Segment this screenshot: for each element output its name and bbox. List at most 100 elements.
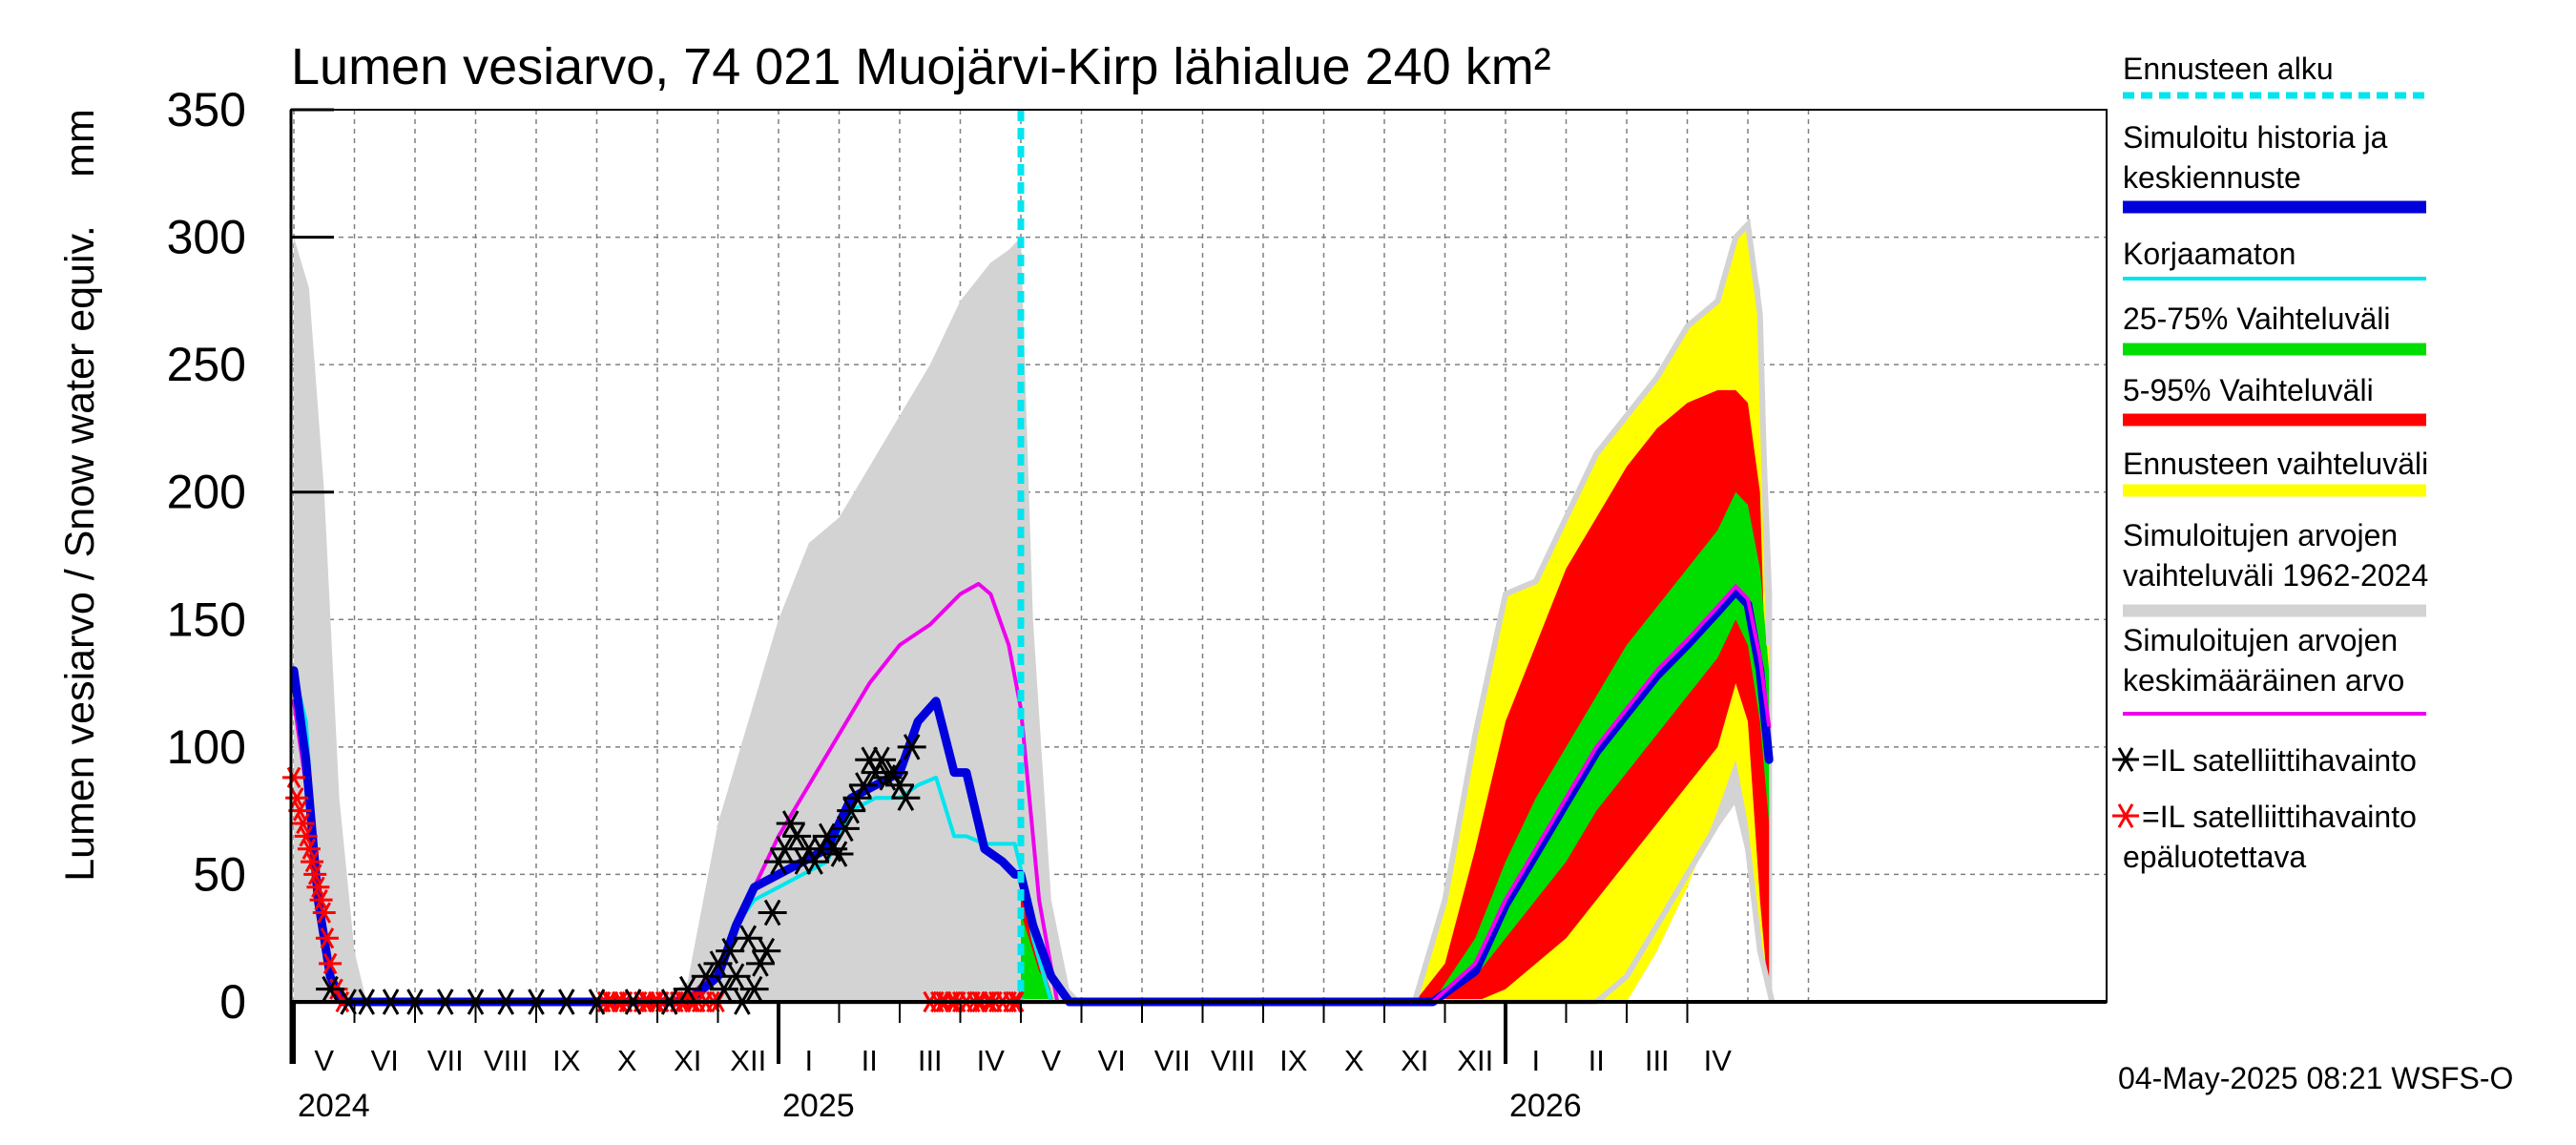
star-stroke	[2117, 803, 2134, 828]
legend-label-line: keskimääräinen arvo	[2123, 663, 2404, 697]
star-stroke	[716, 975, 733, 1003]
y-tick-labels: 0 50 100 150 200 250 300 350	[167, 83, 246, 1029]
y-tick-label: 300	[167, 211, 246, 264]
legend-item: 25-75% Vaihteluväli	[2123, 302, 2426, 356]
observation-reliable-marker	[673, 975, 702, 1003]
legend-item: Ennusteen alku	[2123, 52, 2426, 99]
legend-label: =IL satelliittihavainto epäluotettava	[2123, 800, 2417, 874]
observation-unreliable-marker	[319, 952, 343, 975]
star-stroke	[873, 746, 890, 773]
star-stroke	[678, 975, 696, 1003]
observation-unreliable-marker	[306, 876, 330, 898]
star-stroke	[745, 975, 763, 1003]
observation-unreliable-marker	[291, 812, 315, 835]
x-tick-label-month: VII	[427, 1044, 464, 1077]
x-tick-labels: V VI VII VIII IX X XI XII I II III IV V VI VII VIII IX X X…	[298, 1044, 1732, 1124]
x-tick-label-month: IV	[1704, 1044, 1733, 1077]
x-tick-label-month: VI	[1098, 1044, 1126, 1077]
observation-reliable-marker	[891, 784, 921, 812]
star-stroke	[897, 784, 915, 812]
legend-marker	[2112, 747, 2139, 772]
star-stroke	[758, 937, 776, 965]
legend-label-line: epäluotettava	[2123, 840, 2306, 874]
star-stroke	[776, 835, 794, 863]
observation-reliable-marker	[866, 746, 896, 773]
legend-item: Simuloitu historia ja keskiennuste	[2123, 120, 2426, 214]
star-stroke	[293, 800, 307, 822]
observation-reliable-marker	[703, 950, 733, 977]
star-stroke	[322, 952, 338, 975]
observation-reliable-marker	[316, 975, 345, 1003]
legend-label-line: vaihteluväli 1962-2024	[2123, 558, 2428, 593]
footer-timestamp: 04-May-2025 08:21 WSFS-O	[2118, 1061, 2513, 1095]
observation-reliable-marker	[734, 925, 763, 951]
observation-unreliable-marker	[294, 825, 318, 847]
star-stroke	[317, 902, 332, 924]
x-tick-label-month: X	[617, 1044, 637, 1077]
observation-reliable-marker	[691, 963, 720, 990]
legend-label: Korjaamaton	[2123, 237, 2296, 271]
x-tick-label-year: 2025	[782, 1088, 855, 1124]
plot-border	[290, 109, 2108, 1003]
observation-reliable-marker	[752, 937, 781, 965]
x-tick-label-month: XI	[1401, 1044, 1428, 1077]
x-tick-label-month: III	[918, 1044, 943, 1077]
series-lines	[289, 110, 1774, 1007]
observation-reliable-marker	[709, 975, 738, 1003]
plot-area	[291, 110, 2107, 1002]
main_line	[289, 587, 1774, 1007]
star-stroke	[709, 950, 727, 977]
x-tick-label-month: X	[1344, 1044, 1364, 1077]
observation-reliable-marker	[758, 899, 787, 926]
y-axis-unit: mm	[57, 109, 103, 177]
legend-label-line: =IL satelliittihavainto	[2142, 800, 2417, 834]
x-tick-label-month: VI	[371, 1044, 399, 1077]
x-tick-label-month: V	[314, 1044, 334, 1077]
star-stroke	[739, 925, 758, 951]
star-stroke	[837, 815, 854, 843]
legend-label: Ennusteen vaihteluväli	[2123, 447, 2428, 481]
legend-item: Korjaamaton	[2123, 237, 2426, 281]
observation-reliable-marker	[721, 963, 751, 990]
x-tick-label-month: VII	[1154, 1044, 1191, 1077]
x-tick-label-month: II	[1589, 1044, 1605, 1077]
legend-label-line: Simuloitujen arvojen	[2123, 518, 2398, 552]
star-stroke	[289, 787, 304, 809]
y-axis-label: Lumen vesiarvo / Snow water equiv.	[57, 225, 103, 882]
observation-unreliable-marker	[303, 864, 327, 885]
green_band	[1021, 491, 1770, 1002]
mean-line-overlay	[1431, 583, 1772, 1004]
star-stroke	[903, 734, 921, 760]
star-stroke	[311, 876, 325, 898]
legend-label: 25-75% Vaihteluväli	[2123, 302, 2390, 336]
x-tick-label-month: I	[1531, 1044, 1540, 1077]
legend-item: Ennusteen vaihteluväli	[2123, 447, 2428, 497]
observation-reliable-marker	[739, 975, 769, 1003]
observation-unreliable-marker	[309, 889, 333, 911]
x-tick-label-month: XI	[674, 1044, 701, 1077]
star-stroke	[320, 927, 335, 949]
x-tick-label-month: VIII	[1211, 1044, 1256, 1077]
x-tick-label-year: 2024	[298, 1088, 370, 1124]
x-tick-label-month: XII	[730, 1044, 766, 1077]
star-stroke	[855, 772, 872, 799]
star-stroke	[2117, 747, 2134, 772]
star-stroke	[314, 889, 328, 911]
legend-item: Simuloitujen arvojen vaihteluväli 1962-20…	[2123, 518, 2428, 617]
observation-unreliable-marker	[312, 902, 336, 924]
star-stroke	[727, 963, 745, 990]
star-stroke	[299, 825, 313, 847]
x-tick-label-month: V	[1041, 1044, 1061, 1077]
y-tick-label: 250	[167, 338, 246, 391]
observation-reliable-marker	[716, 937, 745, 965]
legend-label-line: keskiennuste	[2123, 160, 2301, 195]
chart-title: Lumen vesiarvo, 74 021 Muojärvi-Kirp läh…	[291, 38, 1551, 95]
observation-unreliable-marker	[301, 850, 324, 873]
x-tick-label-month: VIII	[484, 1044, 529, 1077]
star-stroke	[307, 864, 322, 885]
legend-label-line: Simuloitu historia ja	[2123, 120, 2388, 155]
observation-unreliable-marker	[285, 787, 309, 809]
star-stroke	[721, 937, 738, 965]
y-tick-label: 100	[167, 720, 246, 774]
star-stroke	[322, 975, 339, 1003]
